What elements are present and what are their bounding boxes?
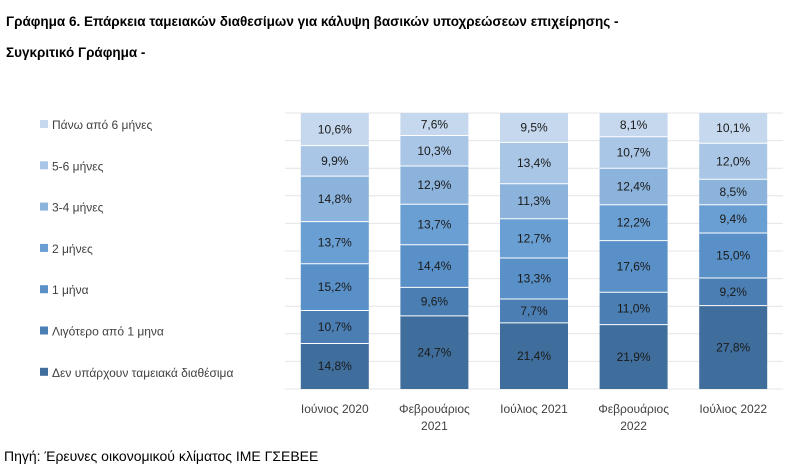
data-label: 9,9% — [321, 154, 349, 168]
bar-segment — [500, 299, 568, 323]
bar-segment — [300, 310, 369, 344]
bar-segment — [400, 166, 469, 205]
bar-segment — [400, 244, 469, 288]
data-label: 10,7% — [318, 320, 352, 334]
data-label: 17,6% — [617, 259, 651, 273]
data-label: 7,7% — [520, 304, 548, 318]
bar-segment — [500, 113, 568, 143]
data-label: 24,7% — [417, 345, 451, 359]
bar-segment — [300, 343, 369, 389]
data-label: 13,4% — [517, 156, 551, 170]
bar-segment — [699, 233, 768, 278]
bar-segment — [599, 136, 668, 169]
category-label: Ιούλιος 2021 — [500, 402, 568, 416]
category-label: 2022 — [620, 419, 647, 433]
bar-segment — [400, 204, 469, 245]
bar-segment — [500, 142, 568, 184]
data-label: 9,5% — [520, 121, 548, 135]
category-label: Ιούλιος 2022 — [699, 402, 767, 416]
source-note: Πηγή: Έρευνες οικονομικού κλίματος ΙΜΕ Γ… — [4, 448, 319, 464]
category-label: 2021 — [421, 419, 448, 433]
data-label: 11,3% — [517, 194, 550, 208]
bar-segment — [400, 135, 469, 167]
chart-title-line-1: Γράφημα 6. Επάρκεια ταμειακών διαθεσίμων… — [6, 14, 619, 29]
chart-title: Γράφημα 6. Επάρκεια ταμειακών διαθεσίμων… — [6, 6, 802, 68]
data-label: 15,0% — [716, 249, 750, 263]
bar-segment — [599, 204, 668, 241]
bar-segment — [599, 292, 668, 325]
data-label: 27,8% — [716, 340, 750, 354]
data-label: 10,3% — [417, 144, 451, 158]
legend-label: Πάνω από 6 μήνες — [52, 118, 152, 132]
category-label: Φεβρουάριος — [399, 402, 470, 416]
bar-segment — [300, 263, 369, 311]
category-label: Φεβρουάριος — [598, 402, 669, 416]
legend-label: Λιγότερο από 1 μηνα — [52, 325, 164, 339]
category-label: Ιούνιος 2020 — [301, 402, 369, 416]
data-label: 12,2% — [617, 216, 651, 230]
data-label: 13,3% — [517, 272, 551, 286]
bar-segment — [699, 305, 768, 389]
bar-segment — [599, 168, 668, 205]
data-label: 14,4% — [417, 259, 451, 273]
data-label: 10,6% — [318, 122, 352, 136]
data-label: 14,8% — [318, 359, 352, 373]
data-label: 9,2% — [720, 285, 748, 299]
bar-segment — [300, 113, 369, 146]
bar-segment — [699, 143, 768, 180]
bar-segment — [400, 315, 469, 389]
chart-title-line-2: Συγκριτικό Γράφημα - — [6, 45, 146, 60]
legend-label: 3-4 μήνες — [52, 201, 104, 215]
data-label: 11,0% — [617, 301, 650, 315]
legend-label: 1 μήνα — [52, 283, 89, 297]
data-label: 12,0% — [716, 154, 750, 168]
bar-segment — [400, 113, 469, 136]
legend-swatch — [40, 326, 48, 335]
bar-segment — [500, 183, 568, 219]
bar-segment — [300, 221, 369, 264]
data-label: 13,7% — [417, 217, 451, 231]
legend-swatch — [40, 367, 48, 376]
bar-segment — [599, 240, 668, 293]
legend-swatch — [40, 243, 48, 252]
data-label: 13,7% — [318, 236, 352, 250]
data-label: 12,7% — [517, 231, 551, 245]
data-label: 8,5% — [720, 185, 748, 199]
bar-segment — [699, 204, 768, 233]
bar-segment — [599, 324, 668, 389]
data-label: 10,7% — [617, 146, 651, 160]
legend-swatch — [40, 161, 48, 170]
data-label: 8,1% — [620, 118, 648, 132]
data-label: 10,1% — [716, 121, 750, 135]
data-label: 7,6% — [421, 117, 449, 131]
data-label: 21,4% — [517, 349, 551, 363]
bar-segment — [400, 287, 469, 316]
data-label: 14,8% — [318, 192, 352, 206]
legend-label: 2 μήνες — [52, 242, 93, 256]
data-label: 9,4% — [720, 212, 748, 226]
data-label: 15,2% — [318, 280, 352, 294]
bar-segment — [500, 257, 568, 300]
bar-segment — [599, 113, 668, 137]
bar-segment — [300, 176, 369, 222]
legend-label: Δεν υπάρχουν ταμειακά διαθέσιμα — [52, 366, 233, 380]
legend-swatch — [40, 120, 48, 128]
legend-swatch — [40, 285, 48, 294]
legend-swatch — [40, 202, 48, 211]
bar-segment — [500, 218, 568, 258]
bar-segment — [500, 322, 568, 389]
legend-label: 5-6 μήνες — [52, 159, 104, 173]
bar-segment — [699, 179, 768, 205]
bar-segment — [699, 278, 768, 306]
data-label: 21,9% — [617, 350, 651, 364]
bar-segment — [699, 113, 768, 144]
data-label: 9,6% — [421, 295, 449, 309]
data-label: 12,4% — [617, 179, 651, 193]
bar-segment — [300, 145, 369, 177]
data-label: 12,9% — [417, 178, 451, 192]
